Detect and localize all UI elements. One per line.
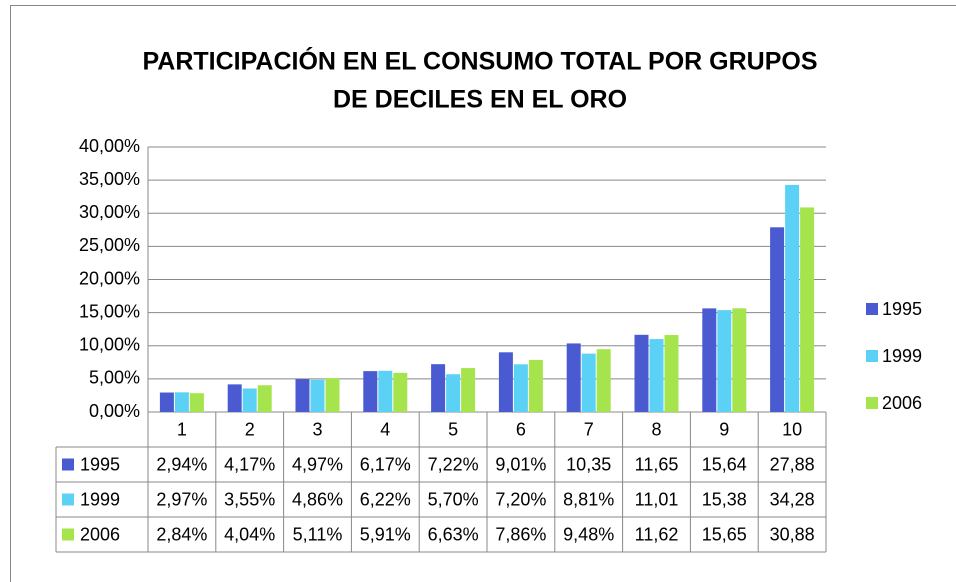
bar (664, 335, 679, 412)
table-value: 15,38 (702, 489, 747, 509)
x-tick-label: 4 (380, 419, 390, 439)
legend-key (866, 350, 878, 362)
y-tick-label: 30,00% (79, 202, 140, 222)
bar (174, 392, 189, 412)
bar (431, 364, 446, 412)
table-value: 27,88 (770, 454, 815, 474)
table-value: 15,65 (702, 524, 747, 544)
bar (257, 385, 272, 412)
table-legend-key (62, 528, 74, 541)
bar (159, 392, 174, 412)
bar (378, 370, 393, 412)
table-value: 3,55% (224, 489, 275, 509)
table-value: 6,63% (428, 524, 479, 544)
table-legend-key (62, 458, 74, 471)
bar (702, 308, 717, 412)
bar (732, 308, 747, 412)
table-value: 2,97% (156, 489, 207, 509)
table-value: 2,94% (156, 454, 207, 474)
bar (634, 334, 649, 412)
bar (649, 339, 664, 412)
x-tick-label: 7 (584, 419, 594, 439)
table-value: 6,22% (360, 489, 411, 509)
x-tick-label: 6 (516, 419, 526, 439)
bar (717, 310, 732, 412)
table-value: 34,28 (770, 489, 815, 509)
x-tick-label: 2 (245, 419, 255, 439)
bar (363, 371, 378, 412)
y-tick-label: 20,00% (79, 268, 140, 288)
table-series-name: 1999 (80, 489, 120, 509)
table-value: 11,62 (635, 524, 679, 544)
bar (498, 352, 513, 412)
bar (242, 388, 257, 412)
table-value: 4,04% (224, 524, 275, 544)
legend-label: 2006 (882, 393, 922, 413)
table-value: 11,01 (635, 489, 679, 509)
table-series-name: 2006 (80, 524, 120, 544)
bar (581, 353, 596, 412)
table-value: 4,17% (224, 454, 275, 474)
y-tick-label: 0,00% (89, 401, 140, 421)
x-tick-label: 5 (448, 419, 458, 439)
x-tick-label: 1 (177, 419, 187, 439)
bar (596, 349, 611, 412)
table-legend-key (62, 493, 74, 506)
legend-key (866, 303, 878, 315)
bar (528, 359, 543, 412)
bar (227, 384, 242, 412)
bar (446, 374, 461, 412)
table-value: 9,48% (563, 524, 614, 544)
y-tick-label: 15,00% (79, 301, 140, 321)
table-value: 15,64 (702, 454, 747, 474)
bar (295, 379, 310, 412)
x-tick-label: 3 (312, 419, 322, 439)
y-tick-label: 25,00% (79, 235, 140, 255)
bar (325, 378, 340, 412)
chart-title: DE DECILES EN EL ORO (333, 86, 627, 114)
table-value: 10,35 (566, 454, 611, 474)
bar (310, 379, 325, 412)
table-value: 7,22% (428, 454, 479, 474)
bar (800, 207, 815, 412)
table-series-name: 1995 (80, 454, 120, 474)
table-value: 5,70% (428, 489, 479, 509)
bar (513, 364, 528, 412)
y-tick-label: 10,00% (79, 335, 140, 355)
y-tick-label: 35,00% (79, 169, 140, 189)
bar (461, 368, 476, 412)
bar (566, 343, 581, 412)
bar (189, 393, 204, 412)
table-value: 5,11% (293, 524, 343, 544)
y-tick-label: 5,00% (89, 368, 140, 388)
table-value: 7,20% (495, 489, 546, 509)
y-tick-label: 40,00% (79, 136, 140, 156)
table-value: 9,01% (495, 454, 546, 474)
legend-label: 1999 (882, 346, 922, 366)
table-value: 7,86% (495, 524, 546, 544)
x-tick-label: 9 (719, 419, 729, 439)
table-value: 4,97% (292, 454, 343, 474)
x-tick-label: 8 (651, 419, 661, 439)
x-tick-label: 10 (782, 419, 802, 439)
table-value: 5,91% (360, 524, 411, 544)
chart-title: PARTICIPACIÓN EN EL CONSUMO TOTAL POR GR… (142, 46, 817, 76)
bar (770, 227, 785, 412)
bar (785, 184, 800, 412)
bar (393, 372, 408, 412)
table-value: 2,84% (156, 524, 207, 544)
table-value: 8,81% (563, 489, 614, 509)
table-value: 30,88 (770, 524, 815, 544)
table-value: 6,17% (360, 454, 411, 474)
legend-key (866, 397, 878, 409)
table-value: 4,86% (292, 489, 343, 509)
legend-label: 1995 (882, 299, 922, 319)
table-value: 11,65 (635, 454, 679, 474)
